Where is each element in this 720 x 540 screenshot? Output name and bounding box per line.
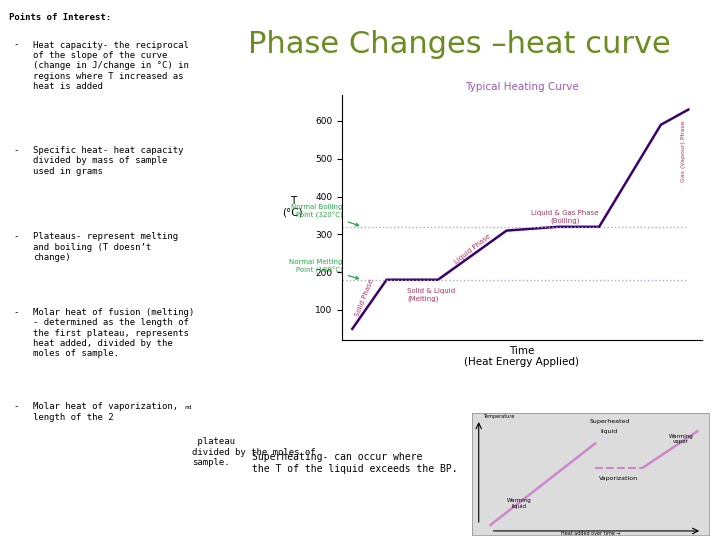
Text: -: - xyxy=(14,146,19,155)
Text: Heat added over time →: Heat added over time → xyxy=(561,531,620,536)
Text: Vaporization: Vaporization xyxy=(599,476,639,481)
Text: Points of Interest:: Points of Interest: xyxy=(9,14,111,23)
Text: -: - xyxy=(14,308,19,317)
Text: Specific heat- heat capacity
divided by mass of sample
used in grams: Specific heat- heat capacity divided by … xyxy=(33,146,184,176)
Text: plateau
divided by the moles of
sample.: plateau divided by the moles of sample. xyxy=(192,437,315,467)
Text: Superheating- can occur where
the T of the liquid exceeds the BP.: Superheating- can occur where the T of t… xyxy=(252,452,458,474)
Text: nd: nd xyxy=(184,405,192,410)
Text: Molar heat of fusion (melting)
- determined as the length of
the first plateau, : Molar heat of fusion (melting) - determi… xyxy=(33,308,194,359)
Text: Superheated: Superheated xyxy=(589,419,629,424)
X-axis label: Time
(Heat Energy Applied): Time (Heat Energy Applied) xyxy=(464,346,580,367)
Text: Liquid Phase: Liquid Phase xyxy=(453,233,492,265)
Text: Gas (Vapour) Phase: Gas (Vapour) Phase xyxy=(680,120,685,182)
Text: Liquid & Gas Phase
(Boiling): Liquid & Gas Phase (Boiling) xyxy=(531,210,598,224)
Text: Heat capacity- the reciprocal
of the slope of the curve
(change in J/change in °: Heat capacity- the reciprocal of the slo… xyxy=(33,40,189,91)
Y-axis label: T
(°C): T (°C) xyxy=(282,195,303,217)
Text: Normal Melting
Point (180°C): Normal Melting Point (180°C) xyxy=(289,259,359,279)
Title: Typical Heating Curve: Typical Heating Curve xyxy=(465,82,579,92)
Text: -: - xyxy=(14,402,19,411)
Text: Phase Changes –heat curve: Phase Changes –heat curve xyxy=(248,30,671,59)
Text: Plateaus- represent melting
and boiling (T doesn’t
change): Plateaus- represent melting and boiling … xyxy=(33,232,179,262)
Text: Temperature: Temperature xyxy=(484,414,515,419)
Text: liquid: liquid xyxy=(600,429,618,434)
Text: Molar heat of vaporization,
length of the 2: Molar heat of vaporization, length of th… xyxy=(33,402,179,422)
Text: -: - xyxy=(14,232,19,241)
Text: Normal Boiling
Point (320°C): Normal Boiling Point (320°C) xyxy=(292,205,359,226)
Text: Warming
vapor: Warming vapor xyxy=(668,434,693,444)
Text: Warming
liquid: Warming liquid xyxy=(507,498,531,509)
Text: Solid & Liquid
(Melting): Solid & Liquid (Melting) xyxy=(407,288,455,301)
Text: Solid Phase: Solid Phase xyxy=(354,278,374,318)
Text: -: - xyxy=(14,40,19,50)
